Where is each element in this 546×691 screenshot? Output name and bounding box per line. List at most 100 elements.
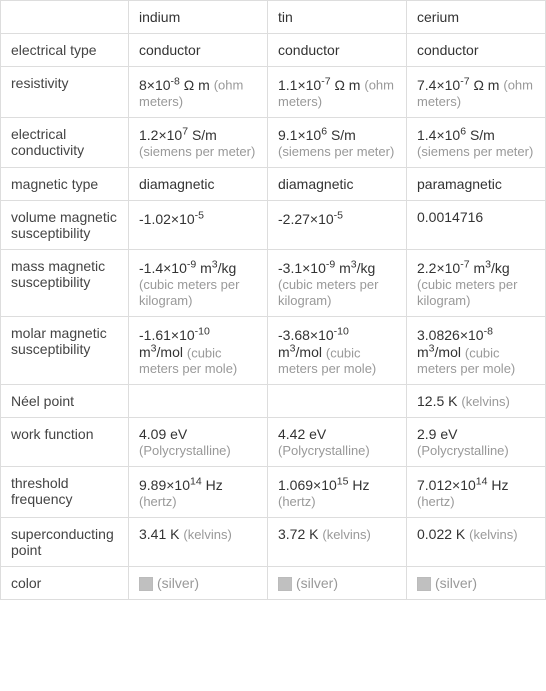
- row-label: superconducting point: [1, 517, 129, 566]
- table-cell: 3.41 K (kelvins): [129, 517, 268, 566]
- table-row: electrical conductivity1.2×107 S/m (siem…: [1, 117, 546, 168]
- table-cell: conductor: [268, 34, 407, 67]
- table-cell: paramagnetic: [407, 168, 546, 201]
- row-label: Néel point: [1, 385, 129, 418]
- cell-unit: (siemens per meter): [417, 144, 533, 159]
- table-cell: (silver): [407, 566, 546, 599]
- cell-value: 4.09 eV: [139, 426, 187, 442]
- row-label: molar magnetic susceptibility: [1, 316, 129, 384]
- table-cell: 1.2×107 S/m (siemens per meter): [129, 117, 268, 168]
- cell-value: 2.9 eV: [417, 426, 457, 442]
- cell-value: paramagnetic: [417, 176, 502, 192]
- cell-value: -3.1×10-9 m3/kg: [278, 260, 375, 276]
- table-cell: 0.0014716: [407, 201, 546, 250]
- cell-value: -2.27×10-5: [278, 211, 343, 227]
- table-row: electrical typeconductorconductorconduct…: [1, 34, 546, 67]
- column-header: indium: [129, 1, 268, 34]
- cell-value: conductor: [417, 42, 478, 58]
- cell-value: -1.4×10-9 m3/kg: [139, 260, 236, 276]
- table-row: work function4.09 eV (Polycrystalline)4.…: [1, 418, 546, 467]
- column-header: tin: [268, 1, 407, 34]
- table-cell: (silver): [129, 566, 268, 599]
- table-row: mass magnetic susceptibility-1.4×10-9 m3…: [1, 250, 546, 317]
- table-cell: -1.61×10-10 m3/mol (cubic meters per mol…: [129, 316, 268, 384]
- table-cell: 4.42 eV (Polycrystalline): [268, 418, 407, 467]
- table-row: Néel point 12.5 K (kelvins): [1, 385, 546, 418]
- row-label: magnetic type: [1, 168, 129, 201]
- cell-value: 7.012×1014 Hz: [417, 477, 508, 493]
- table-cell: -1.4×10-9 m3/kg (cubic meters per kilogr…: [129, 250, 268, 317]
- table-cell: [129, 385, 268, 418]
- properties-table: indium tin cerium electrical typeconduct…: [0, 0, 546, 600]
- cell-value: 9.89×1014 Hz: [139, 477, 223, 493]
- cell-value: 0.022 K: [417, 526, 465, 542]
- cell-value: (silver): [435, 575, 477, 591]
- cell-unit: (kelvins): [461, 394, 509, 409]
- cell-value: 12.5 K: [417, 393, 457, 409]
- table-cell: 1.1×10-7 Ω m (ohm meters): [268, 67, 407, 118]
- cell-value: 1.4×106 S/m: [417, 127, 495, 143]
- cell-unit: (cubic meters per kilogram): [417, 277, 517, 308]
- cell-value: 3.41 K: [139, 526, 179, 542]
- table-cell: 7.4×10-7 Ω m (ohm meters): [407, 67, 546, 118]
- table-cell: 3.0826×10-8 m3/mol (cubic meters per mol…: [407, 316, 546, 384]
- table-cell: 4.09 eV (Polycrystalline): [129, 418, 268, 467]
- row-label: resistivity: [1, 67, 129, 118]
- table-cell: 3.72 K (kelvins): [268, 517, 407, 566]
- cell-value: diamagnetic: [278, 176, 354, 192]
- table-cell: 7.012×1014 Hz (hertz): [407, 467, 546, 518]
- cell-value: diamagnetic: [139, 176, 215, 192]
- cell-unit: (hertz): [139, 494, 177, 509]
- cell-value: (silver): [157, 575, 199, 591]
- table-cell: 1.069×1015 Hz (hertz): [268, 467, 407, 518]
- cell-unit: (siemens per meter): [139, 144, 255, 159]
- empty-header: [1, 1, 129, 34]
- table-cell: conductor: [129, 34, 268, 67]
- cell-unit: (Polycrystalline): [278, 443, 370, 458]
- table-cell: -3.68×10-10 m3/mol (cubic meters per mol…: [268, 316, 407, 384]
- table-cell: -3.1×10-9 m3/kg (cubic meters per kilogr…: [268, 250, 407, 317]
- table-row: superconducting point3.41 K (kelvins)3.7…: [1, 517, 546, 566]
- cell-value: (silver): [296, 575, 338, 591]
- table-cell: 8×10-8 Ω m (ohm meters): [129, 67, 268, 118]
- column-header: cerium: [407, 1, 546, 34]
- cell-value: 8×10-8 Ω m: [139, 77, 210, 93]
- cell-unit: (Polycrystalline): [139, 443, 231, 458]
- cell-unit: (hertz): [417, 494, 455, 509]
- table-cell: 2.2×10-7 m3/kg (cubic meters per kilogra…: [407, 250, 546, 317]
- cell-unit: (kelvins): [322, 527, 370, 542]
- cell-unit: (hertz): [278, 494, 316, 509]
- cell-value: 3.72 K: [278, 526, 318, 542]
- row-label: electrical conductivity: [1, 117, 129, 168]
- cell-unit: (kelvins): [183, 527, 231, 542]
- cell-value: 1.1×10-7 Ω m: [278, 77, 360, 93]
- cell-value: 9.1×106 S/m: [278, 127, 356, 143]
- cell-value: 4.42 eV: [278, 426, 326, 442]
- cell-unit: (cubic meters per kilogram): [278, 277, 378, 308]
- table-row: color (silver) (silver) (silver): [1, 566, 546, 599]
- table-cell: 12.5 K (kelvins): [407, 385, 546, 418]
- table-cell: 1.4×106 S/m (siemens per meter): [407, 117, 546, 168]
- cell-unit: (kelvins): [469, 527, 517, 542]
- row-label: mass magnetic susceptibility: [1, 250, 129, 317]
- table-row: threshold frequency9.89×1014 Hz (hertz)1…: [1, 467, 546, 518]
- table-row: resistivity8×10-8 Ω m (ohm meters)1.1×10…: [1, 67, 546, 118]
- cell-value: 1.2×107 S/m: [139, 127, 217, 143]
- cell-unit: (siemens per meter): [278, 144, 394, 159]
- row-label: color: [1, 566, 129, 599]
- color-swatch: [278, 577, 292, 591]
- table-cell: 9.89×1014 Hz (hertz): [129, 467, 268, 518]
- cell-value: 0.0014716: [417, 209, 483, 225]
- cell-unit: (cubic meters per kilogram): [139, 277, 239, 308]
- table-cell: diamagnetic: [129, 168, 268, 201]
- cell-value: conductor: [278, 42, 339, 58]
- table-cell: 9.1×106 S/m (siemens per meter): [268, 117, 407, 168]
- table-cell: [268, 385, 407, 418]
- table-cell: -2.27×10-5: [268, 201, 407, 250]
- cell-value: 1.069×1015 Hz: [278, 477, 369, 493]
- header-row: indium tin cerium: [1, 1, 546, 34]
- cell-value: conductor: [139, 42, 200, 58]
- table-cell: diamagnetic: [268, 168, 407, 201]
- color-swatch: [139, 577, 153, 591]
- color-swatch: [417, 577, 431, 591]
